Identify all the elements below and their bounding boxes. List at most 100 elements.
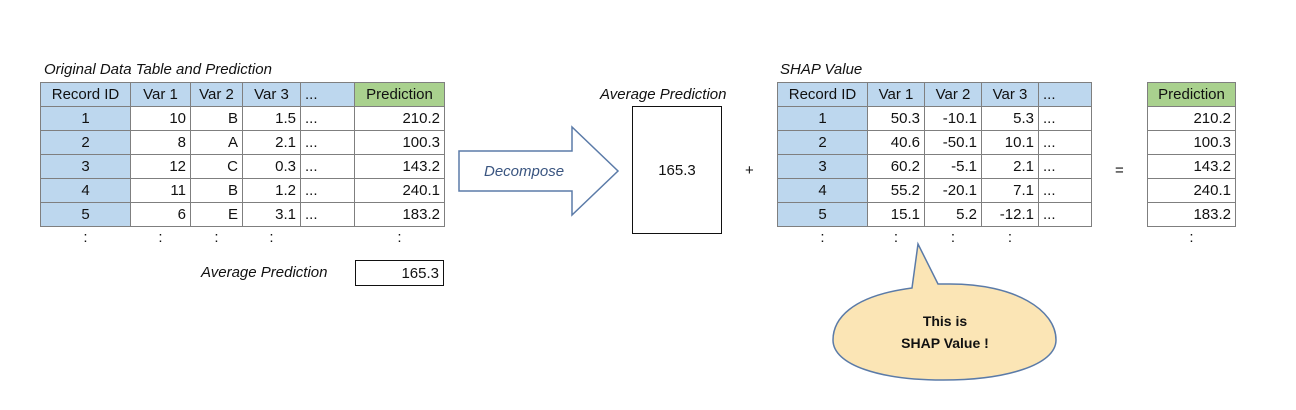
table-row: 210.2 — [1147, 106, 1236, 131]
var1-cell: 12 — [130, 154, 191, 179]
callout-bubble — [832, 241, 1057, 381]
table-header-row: Prediction — [1147, 82, 1236, 107]
decompose-label: Decompose — [484, 163, 565, 180]
callout-text: This is SHAP Value ! — [860, 310, 1030, 354]
header-ellipsis: ... — [300, 82, 355, 107]
record-id-cell: 3 — [40, 154, 131, 179]
header-var3: Var 3 — [242, 82, 301, 107]
shap-var1-cell: 40.6 — [867, 130, 925, 155]
callout-shape — [832, 241, 1057, 381]
prediction-cell: 100.3 — [1147, 130, 1236, 155]
continuation-mark: : — [397, 229, 402, 247]
var2-cell: A — [190, 130, 243, 155]
table-row: 4 11 B 1.2 ... 240.1 — [40, 178, 445, 203]
header-var1: Var 1 — [130, 82, 191, 107]
table-row: 5 6 E 3.1 ... 183.2 — [40, 202, 445, 227]
continuation-row: : : : : : — [41, 227, 445, 249]
header-prediction: Prediction — [354, 82, 445, 107]
table-header-row: Record ID Var 1 Var 2 Var 3 ... Predicti… — [40, 82, 445, 107]
ellipsis-cell: ... — [300, 202, 355, 227]
var3-cell: 0.3 — [242, 154, 301, 179]
table-row: 2 8 A 2.1 ... 100.3 — [40, 130, 445, 155]
record-id-cell: 5 — [40, 202, 131, 227]
record-id-cell: 2 — [40, 130, 131, 155]
var1-cell: 10 — [130, 106, 191, 131]
header-var1: Var 1 — [867, 82, 925, 107]
ellipsis-cell: ... — [1038, 106, 1092, 131]
table-row: 3 12 C 0.3 ... 143.2 — [40, 154, 445, 179]
continuation-mark: : — [820, 229, 825, 247]
shap-var3-cell: 5.3 — [981, 106, 1039, 131]
shap-var3-cell: 7.1 — [981, 178, 1039, 203]
continuation-mark: : — [214, 229, 219, 247]
shap-var2-cell: -50.1 — [924, 130, 982, 155]
continuation-mark: : — [950, 229, 956, 247]
table-row: 5 15.1 5.2 -12.1 ... — [777, 202, 1092, 227]
continuation-mark: : — [83, 229, 88, 247]
shap-var2-cell: -10.1 — [924, 106, 982, 131]
var3-cell: 1.5 — [242, 106, 301, 131]
continuation-mark: : — [893, 229, 899, 247]
shap-var3-cell: 2.1 — [981, 154, 1039, 179]
decompose-arrow — [458, 125, 620, 217]
continuation-mark: : — [158, 229, 163, 247]
prediction-cell: 183.2 — [354, 202, 445, 227]
ellipsis-cell: ... — [300, 178, 355, 203]
table-row: 2 40.6 -50.1 10.1 ... — [777, 130, 1092, 155]
table-row: 240.1 — [1147, 178, 1236, 203]
shap-var1-cell: 55.2 — [867, 178, 925, 203]
var1-cell: 6 — [130, 202, 191, 227]
var3-cell: 3.1 — [242, 202, 301, 227]
header-var3: Var 3 — [981, 82, 1039, 107]
continuation-row: : : : : — [778, 227, 1092, 249]
shap-var2-cell: 5.2 — [924, 202, 982, 227]
record-id-cell: 3 — [777, 154, 868, 179]
equals-sign: = — [1115, 162, 1124, 179]
ellipsis-cell: ... — [1038, 130, 1092, 155]
table-row: 100.3 — [1147, 130, 1236, 155]
ellipsis-cell: ... — [300, 130, 355, 155]
ellipsis-cell: ... — [300, 106, 355, 131]
average-prediction-value: 165.3 — [355, 260, 444, 286]
average-prediction-label: Average Prediction — [201, 264, 328, 281]
continuation-mark: : — [1007, 229, 1013, 247]
header-record-id: Record ID — [777, 82, 868, 107]
var1-cell: 11 — [130, 178, 191, 203]
shap-var1-cell: 15.1 — [867, 202, 925, 227]
shap-value-table: Record ID Var 1 Var 2 Var 3 ... 1 50.3 -… — [777, 82, 1092, 249]
shap-var1-cell: 60.2 — [867, 154, 925, 179]
middle-average-value: 165.3 — [632, 106, 722, 234]
header-prediction: Prediction — [1147, 82, 1236, 107]
shap-var3-cell: -12.1 — [981, 202, 1039, 227]
record-id-cell: 1 — [777, 106, 868, 131]
shap-var2-cell: -20.1 — [924, 178, 982, 203]
record-id-cell: 5 — [777, 202, 868, 227]
var3-cell: 1.2 — [242, 178, 301, 203]
table-row: 143.2 — [1147, 154, 1236, 179]
prediction-cell: 100.3 — [354, 130, 445, 155]
original-data-table: Record ID Var 1 Var 2 Var 3 ... Predicti… — [40, 82, 445, 249]
prediction-column-table: Prediction 210.2 100.3 143.2 240.1 183.2… — [1147, 82, 1236, 249]
table-header-row: Record ID Var 1 Var 2 Var 3 ... — [777, 82, 1092, 107]
prediction-cell: 240.1 — [1147, 178, 1236, 203]
callout-line-1: This is — [922, 313, 968, 329]
continuation-row: : — [1148, 227, 1236, 249]
var2-cell: C — [190, 154, 243, 179]
table-row: 183.2 — [1147, 202, 1236, 227]
record-id-cell: 2 — [777, 130, 868, 155]
table-row: 1 50.3 -10.1 5.3 ... — [777, 106, 1092, 131]
table-row: 4 55.2 -20.1 7.1 ... — [777, 178, 1092, 203]
record-id-cell: 4 — [40, 178, 131, 203]
middle-average-title: Average Prediction — [600, 86, 727, 103]
shap-var2-cell: -5.1 — [924, 154, 982, 179]
continuation-mark: : — [1189, 229, 1194, 247]
var3-cell: 2.1 — [242, 130, 301, 155]
record-id-cell: 1 — [40, 106, 131, 131]
plus-sign: + — [745, 162, 754, 179]
prediction-cell: 210.2 — [354, 106, 445, 131]
table-row: 3 60.2 -5.1 2.1 ... — [777, 154, 1092, 179]
ellipsis-cell: ... — [300, 154, 355, 179]
prediction-cell: 210.2 — [1147, 106, 1236, 131]
continuation-mark: : — [269, 229, 274, 247]
prediction-cell: 143.2 — [1147, 154, 1236, 179]
